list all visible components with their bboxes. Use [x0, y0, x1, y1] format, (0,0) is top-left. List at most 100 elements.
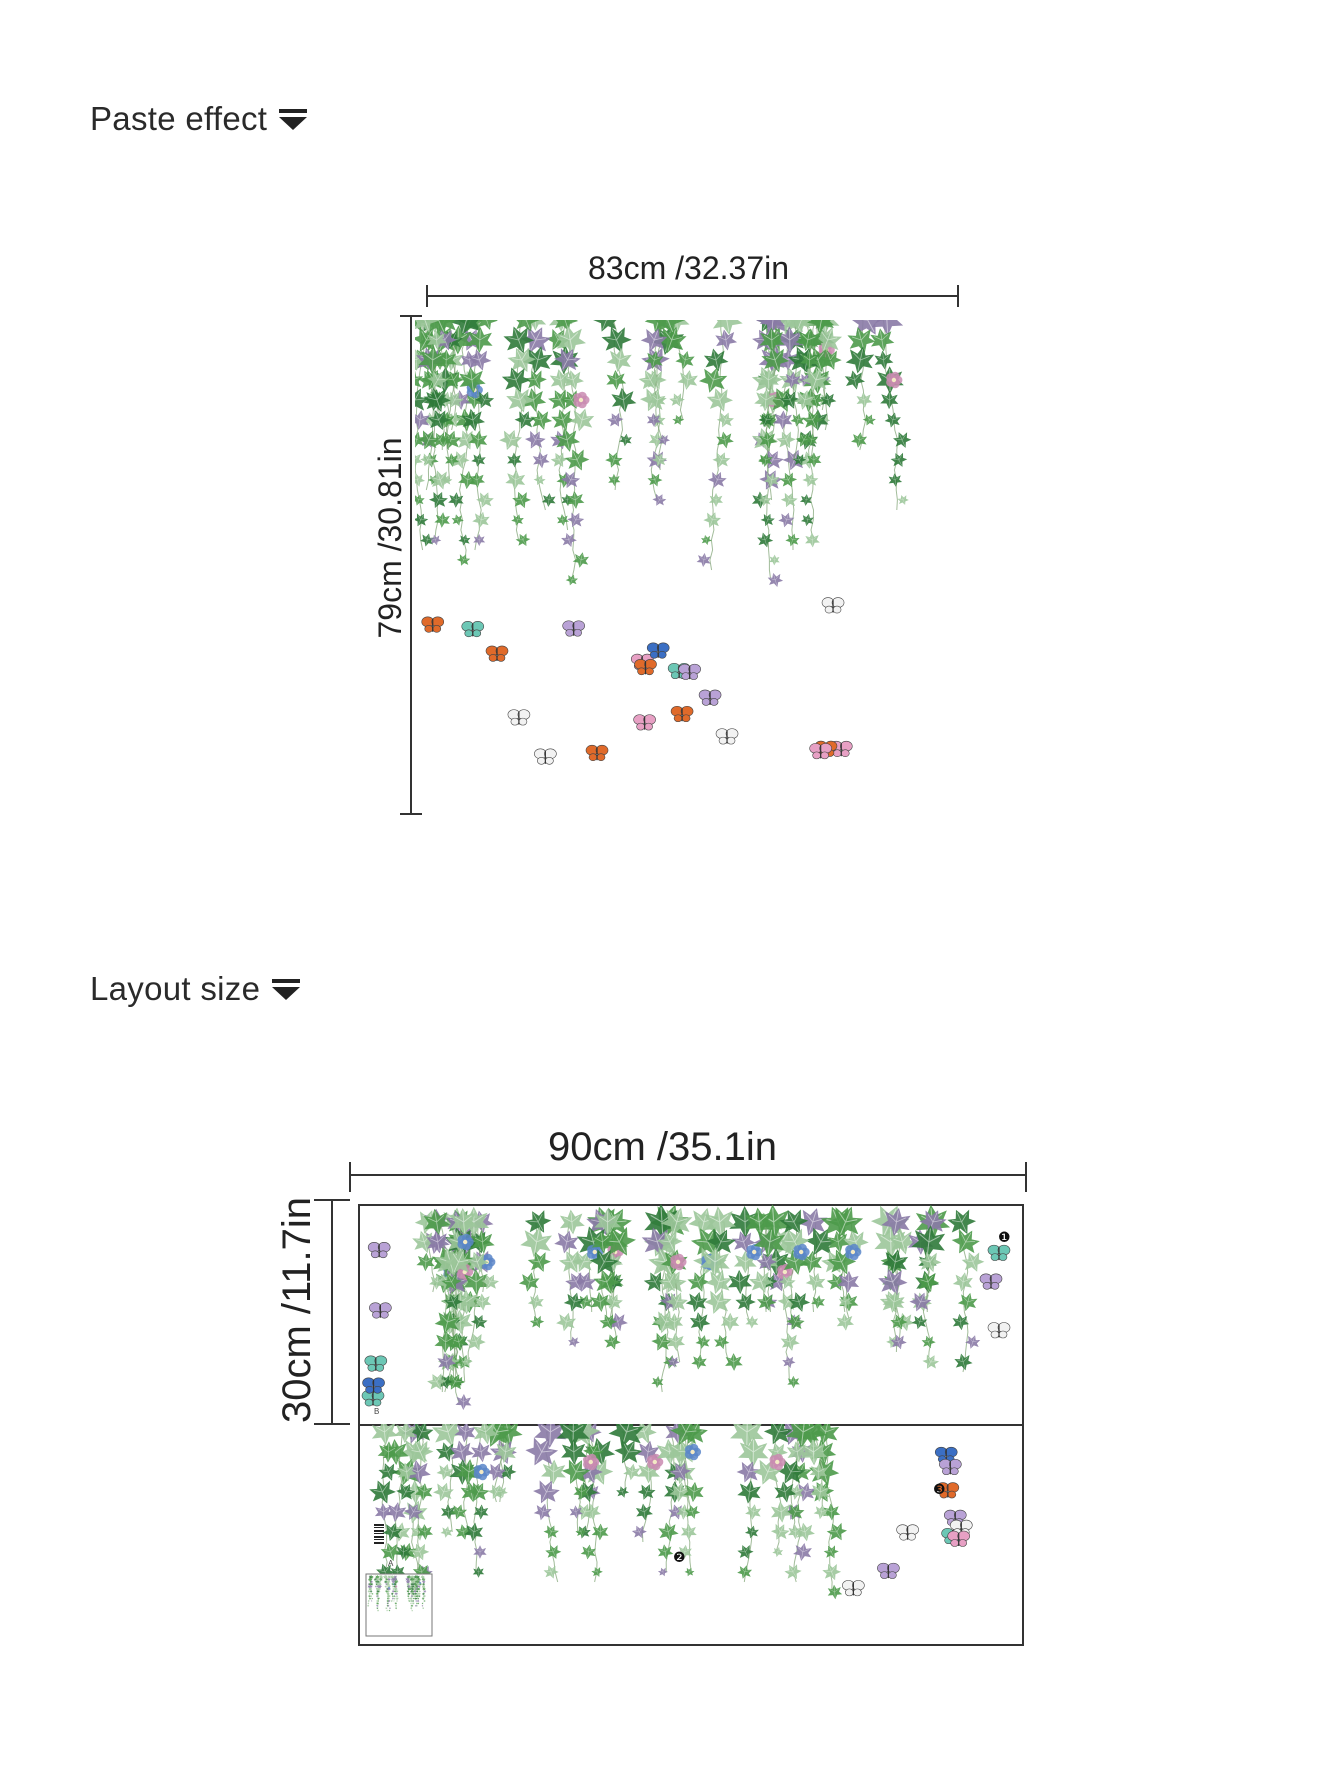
ivy-leaf-icon: [800, 513, 814, 527]
butterfly-icon: [809, 743, 832, 760]
ivy-leaf-icon: [511, 514, 524, 526]
butterfly-icon: [877, 1562, 900, 1579]
ivy-leaf-icon: [635, 1503, 653, 1521]
ivy-leaf-icon: [411, 1599, 415, 1603]
ivy-leaf-icon: [800, 1438, 828, 1466]
ivy-leaf-icon: [464, 1522, 484, 1542]
ivy-leaf-icon: [837, 1271, 860, 1293]
ivy-leaf-icon: [394, 1604, 398, 1607]
ivy-leaf-icon: [441, 1504, 457, 1520]
ivy-leaf-icon: [549, 369, 573, 391]
ivy-leaf-icon: [669, 393, 685, 407]
caret-down-icon[interactable]: [279, 108, 308, 130]
ivy-leaf-icon: [376, 1604, 379, 1607]
ivy-leaf-icon: [417, 1524, 434, 1540]
sheet-marker-1: ❶: [998, 1230, 1011, 1246]
ivy-leaf-icon: [394, 1587, 398, 1591]
vine-stem: [783, 320, 795, 551]
ivy-leaf-icon: [890, 452, 908, 467]
ivy-leaf-icon: [756, 1253, 777, 1271]
ivy-leaf-icon: [443, 1293, 463, 1311]
ivy-leaf-icon: [759, 327, 785, 353]
ivy-leaf-icon: [368, 1597, 372, 1600]
layout-size-title: Layout size: [90, 970, 261, 1007]
ivy-leaf-icon: [608, 473, 621, 487]
ivy-leaf-icon: [423, 1590, 427, 1593]
ivy-leaf-icon: [421, 1580, 426, 1584]
ivy-leaf-icon: [415, 369, 424, 391]
ivy-leaf-icon: [757, 532, 774, 548]
ivy-leaf-icon: [541, 1459, 566, 1485]
ivy-leaf-icon: [413, 1582, 418, 1587]
ivy-leaf-icon: [375, 1592, 379, 1596]
ivy-leaf-icon: [501, 367, 531, 393]
ivy-leaf-icon: [395, 1597, 399, 1600]
ivy-leaf-icon: [664, 320, 690, 333]
ivy-leaf-icon: [427, 370, 449, 389]
ivy-leaf-icon: [651, 1332, 673, 1351]
ivy-leaf-icon: [716, 412, 734, 428]
ivy-leaf-icon: [657, 1230, 683, 1253]
ivy-leaf-icon: [759, 320, 786, 333]
ivy-leaf-icon: [533, 1503, 552, 1521]
ivy-leaf-icon: [527, 1252, 551, 1272]
ivy-leaf-icon: [367, 1590, 371, 1593]
ivy-leaf-icon: [810, 1482, 830, 1502]
ivy-leaf-icon: [591, 1523, 609, 1541]
ivy-leaf-icon: [376, 1582, 381, 1587]
ivy-leaf-icon: [897, 495, 909, 505]
ivy-leaf-icon: [377, 1600, 380, 1602]
ivy-leaf-icon: [787, 1375, 800, 1389]
layout-height-label: 30cm /11.7in: [275, 1196, 319, 1424]
ivy-leaf-icon: [575, 1504, 594, 1520]
ivy-leaf-icon: [565, 1272, 587, 1291]
ivy-leaf-icon: [709, 493, 724, 507]
ivy-leaf-icon: [436, 1464, 454, 1480]
ivy-leaf-icon: [445, 1373, 465, 1390]
ivy-leaf-icon: [421, 1597, 425, 1600]
ivy-leaf-icon: [388, 1609, 391, 1612]
ivy-leaf-icon: [572, 552, 589, 568]
ivy-leaf-icon: [370, 1582, 374, 1586]
ivy-leaf-icon: [467, 1482, 490, 1502]
ivy-leaf-icon: [423, 1208, 451, 1236]
ivy-leaf-icon: [374, 1503, 393, 1521]
butterfly-icon: [979, 1273, 1003, 1290]
caret-down-icon[interactable]: [272, 978, 301, 1000]
ivy-leaf-icon: [646, 412, 661, 428]
ivy-leaf-icon: [703, 512, 722, 528]
flower-icon: [670, 1253, 687, 1271]
ivy-leaf-icon: [414, 1592, 417, 1595]
ivy-leaf-icon: [371, 1597, 374, 1600]
ivy-leaf-icon: [421, 1604, 424, 1607]
ivy-leaf-icon: [851, 432, 868, 448]
ivy-leaf-icon: [607, 412, 624, 427]
layout-size-heading: Layout size: [90, 970, 301, 1008]
ivy-leaf-icon: [427, 330, 447, 350]
ivy-leaf-icon: [417, 1585, 421, 1589]
ivy-leaf-icon: [804, 1227, 837, 1256]
ivy-leaf-icon: [467, 349, 492, 371]
butterfly-icon: [987, 1244, 1011, 1261]
ivy-leaf-icon: [405, 1459, 431, 1485]
ivy-leaf-icon: [421, 1602, 424, 1605]
ivy-leaf-icon: [826, 1522, 848, 1541]
ivy-leaf-icon: [961, 1252, 985, 1272]
ivy-leaf-icon: [608, 1424, 644, 1449]
ivy-leaf-icon: [373, 1577, 378, 1581]
ivy-leaf-icon: [802, 473, 819, 487]
ivy-leaf-icon: [776, 1459, 806, 1484]
ivy-leaf-icon: [391, 1597, 395, 1600]
ivy-leaf-icon: [474, 391, 495, 409]
ivy-leaf-icon: [450, 1208, 479, 1236]
ivy-leaf-icon: [486, 1463, 507, 1481]
ivy-leaf-icon: [376, 1595, 379, 1598]
flower-icon: [845, 1243, 862, 1261]
ivy-leaf-icon: [820, 392, 837, 408]
ivy-leaf-icon: [382, 1522, 403, 1542]
ivy-leaf-icon: [481, 1274, 500, 1290]
ivy-leaf-icon: [473, 533, 486, 547]
ivy-leaf-icon: [795, 328, 820, 352]
ivy-leaf-icon: [387, 1597, 390, 1600]
ivy-leaf-icon: [643, 1271, 667, 1292]
